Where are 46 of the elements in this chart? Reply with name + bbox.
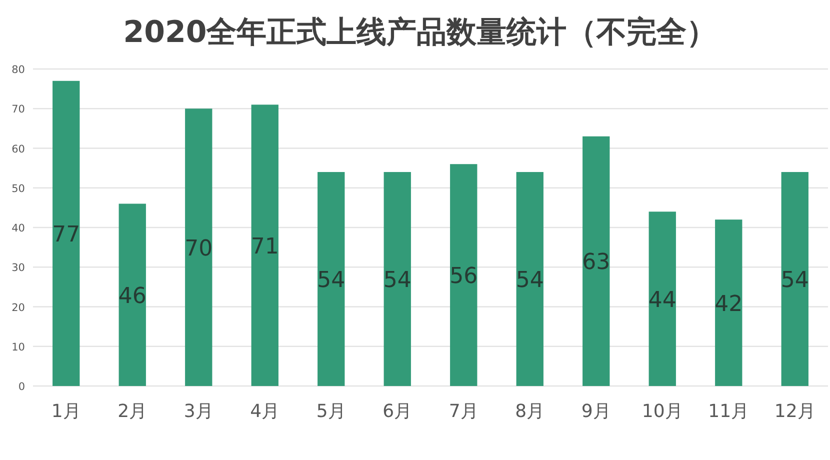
bar	[185, 108, 212, 386]
y-tick-label: 50	[12, 182, 25, 195]
x-tick-label: 10月	[642, 401, 683, 422]
y-tick-label: 0	[18, 381, 25, 393]
bar	[251, 104, 278, 386]
x-tick-label: 4月	[250, 401, 280, 422]
bar	[582, 136, 610, 386]
bar	[318, 172, 345, 386]
x-tick-label: 2月	[118, 401, 148, 422]
y-tick-label: 60	[12, 143, 25, 156]
x-tick-label: 12月	[774, 401, 816, 422]
y-tick-label: 70	[12, 104, 25, 116]
bar	[52, 80, 80, 386]
bar	[516, 172, 544, 386]
chart-title: 2020全年正式上线产品数量统计（不完全）	[123, 15, 717, 50]
x-tick-label: 5月	[316, 401, 346, 422]
y-tick-label: 80	[12, 64, 25, 76]
bar	[384, 172, 411, 386]
data-label: 54	[317, 268, 346, 294]
y-tick-label: 10	[12, 341, 25, 354]
data-label: 46	[118, 284, 146, 309]
data-label: 42	[714, 292, 743, 317]
data-label: 54	[383, 268, 412, 294]
bar	[715, 220, 742, 386]
bar	[781, 172, 808, 386]
x-tick-label: 6月	[382, 401, 412, 422]
data-label: 44	[648, 288, 676, 313]
y-tick-label: 30	[12, 262, 25, 274]
x-tick-label: 9月	[581, 401, 611, 422]
x-tick-label: 3月	[184, 401, 214, 422]
bar	[118, 204, 146, 386]
data-label: 70	[184, 236, 213, 262]
data-label: 77	[52, 222, 80, 248]
bar	[648, 212, 676, 386]
x-tick-label: 7月	[448, 401, 478, 422]
data-label: 54	[516, 268, 544, 294]
x-tick-label: 8月	[515, 401, 545, 422]
bar	[450, 164, 478, 386]
data-label: 63	[582, 250, 610, 276]
data-label: 54	[780, 268, 809, 294]
data-label: 71	[250, 234, 279, 260]
y-tick-label: 40	[12, 222, 25, 234]
x-tick-label: 1月	[51, 401, 81, 422]
x-tick-label: 11月	[708, 401, 750, 422]
y-tick-label: 20	[12, 302, 25, 314]
data-label: 56	[450, 264, 478, 290]
